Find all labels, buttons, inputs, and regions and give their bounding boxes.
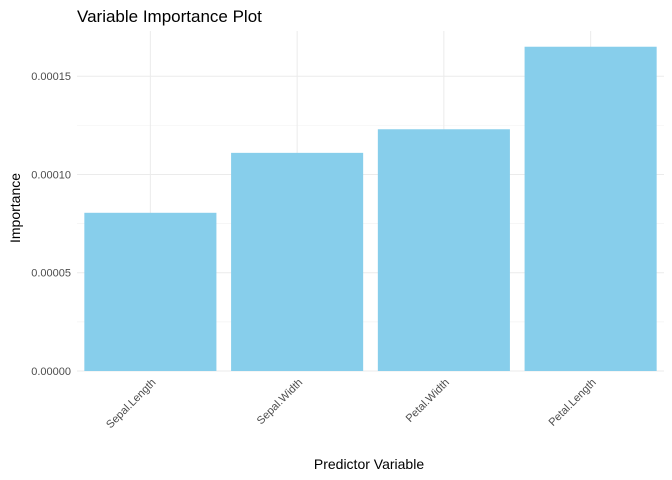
- x-tick-label: Sepal.Length: [104, 377, 158, 431]
- bar-petal-length: [524, 46, 657, 372]
- y-tick-label: 0.00010: [31, 169, 71, 181]
- x-tick-label: Sepal.Width: [255, 377, 305, 427]
- bar-sepal-width: [231, 152, 364, 371]
- y-axis-title: Importance: [7, 173, 23, 243]
- y-tick-label: 0.00005: [31, 268, 71, 280]
- bars-group: [84, 46, 657, 372]
- y-tick-label: 0.00015: [31, 71, 71, 83]
- y-tick-label: 0.00000: [31, 366, 71, 378]
- x-axis-ticks: Sepal.Length Sepal.Width Petal.Width Petal.…: [104, 377, 599, 431]
- x-tick-label: Petal.Length: [547, 377, 599, 429]
- bar-petal-width: [377, 129, 510, 371]
- x-axis-title: Predictor Variable: [314, 456, 424, 472]
- x-tick-label: Petal.Width: [404, 377, 452, 425]
- y-axis-ticks: 0.00000 0.00005 0.00010 0.00015: [31, 71, 71, 378]
- bar-sepal-length: [84, 212, 217, 371]
- chart-title: Variable Importance Plot: [77, 7, 262, 26]
